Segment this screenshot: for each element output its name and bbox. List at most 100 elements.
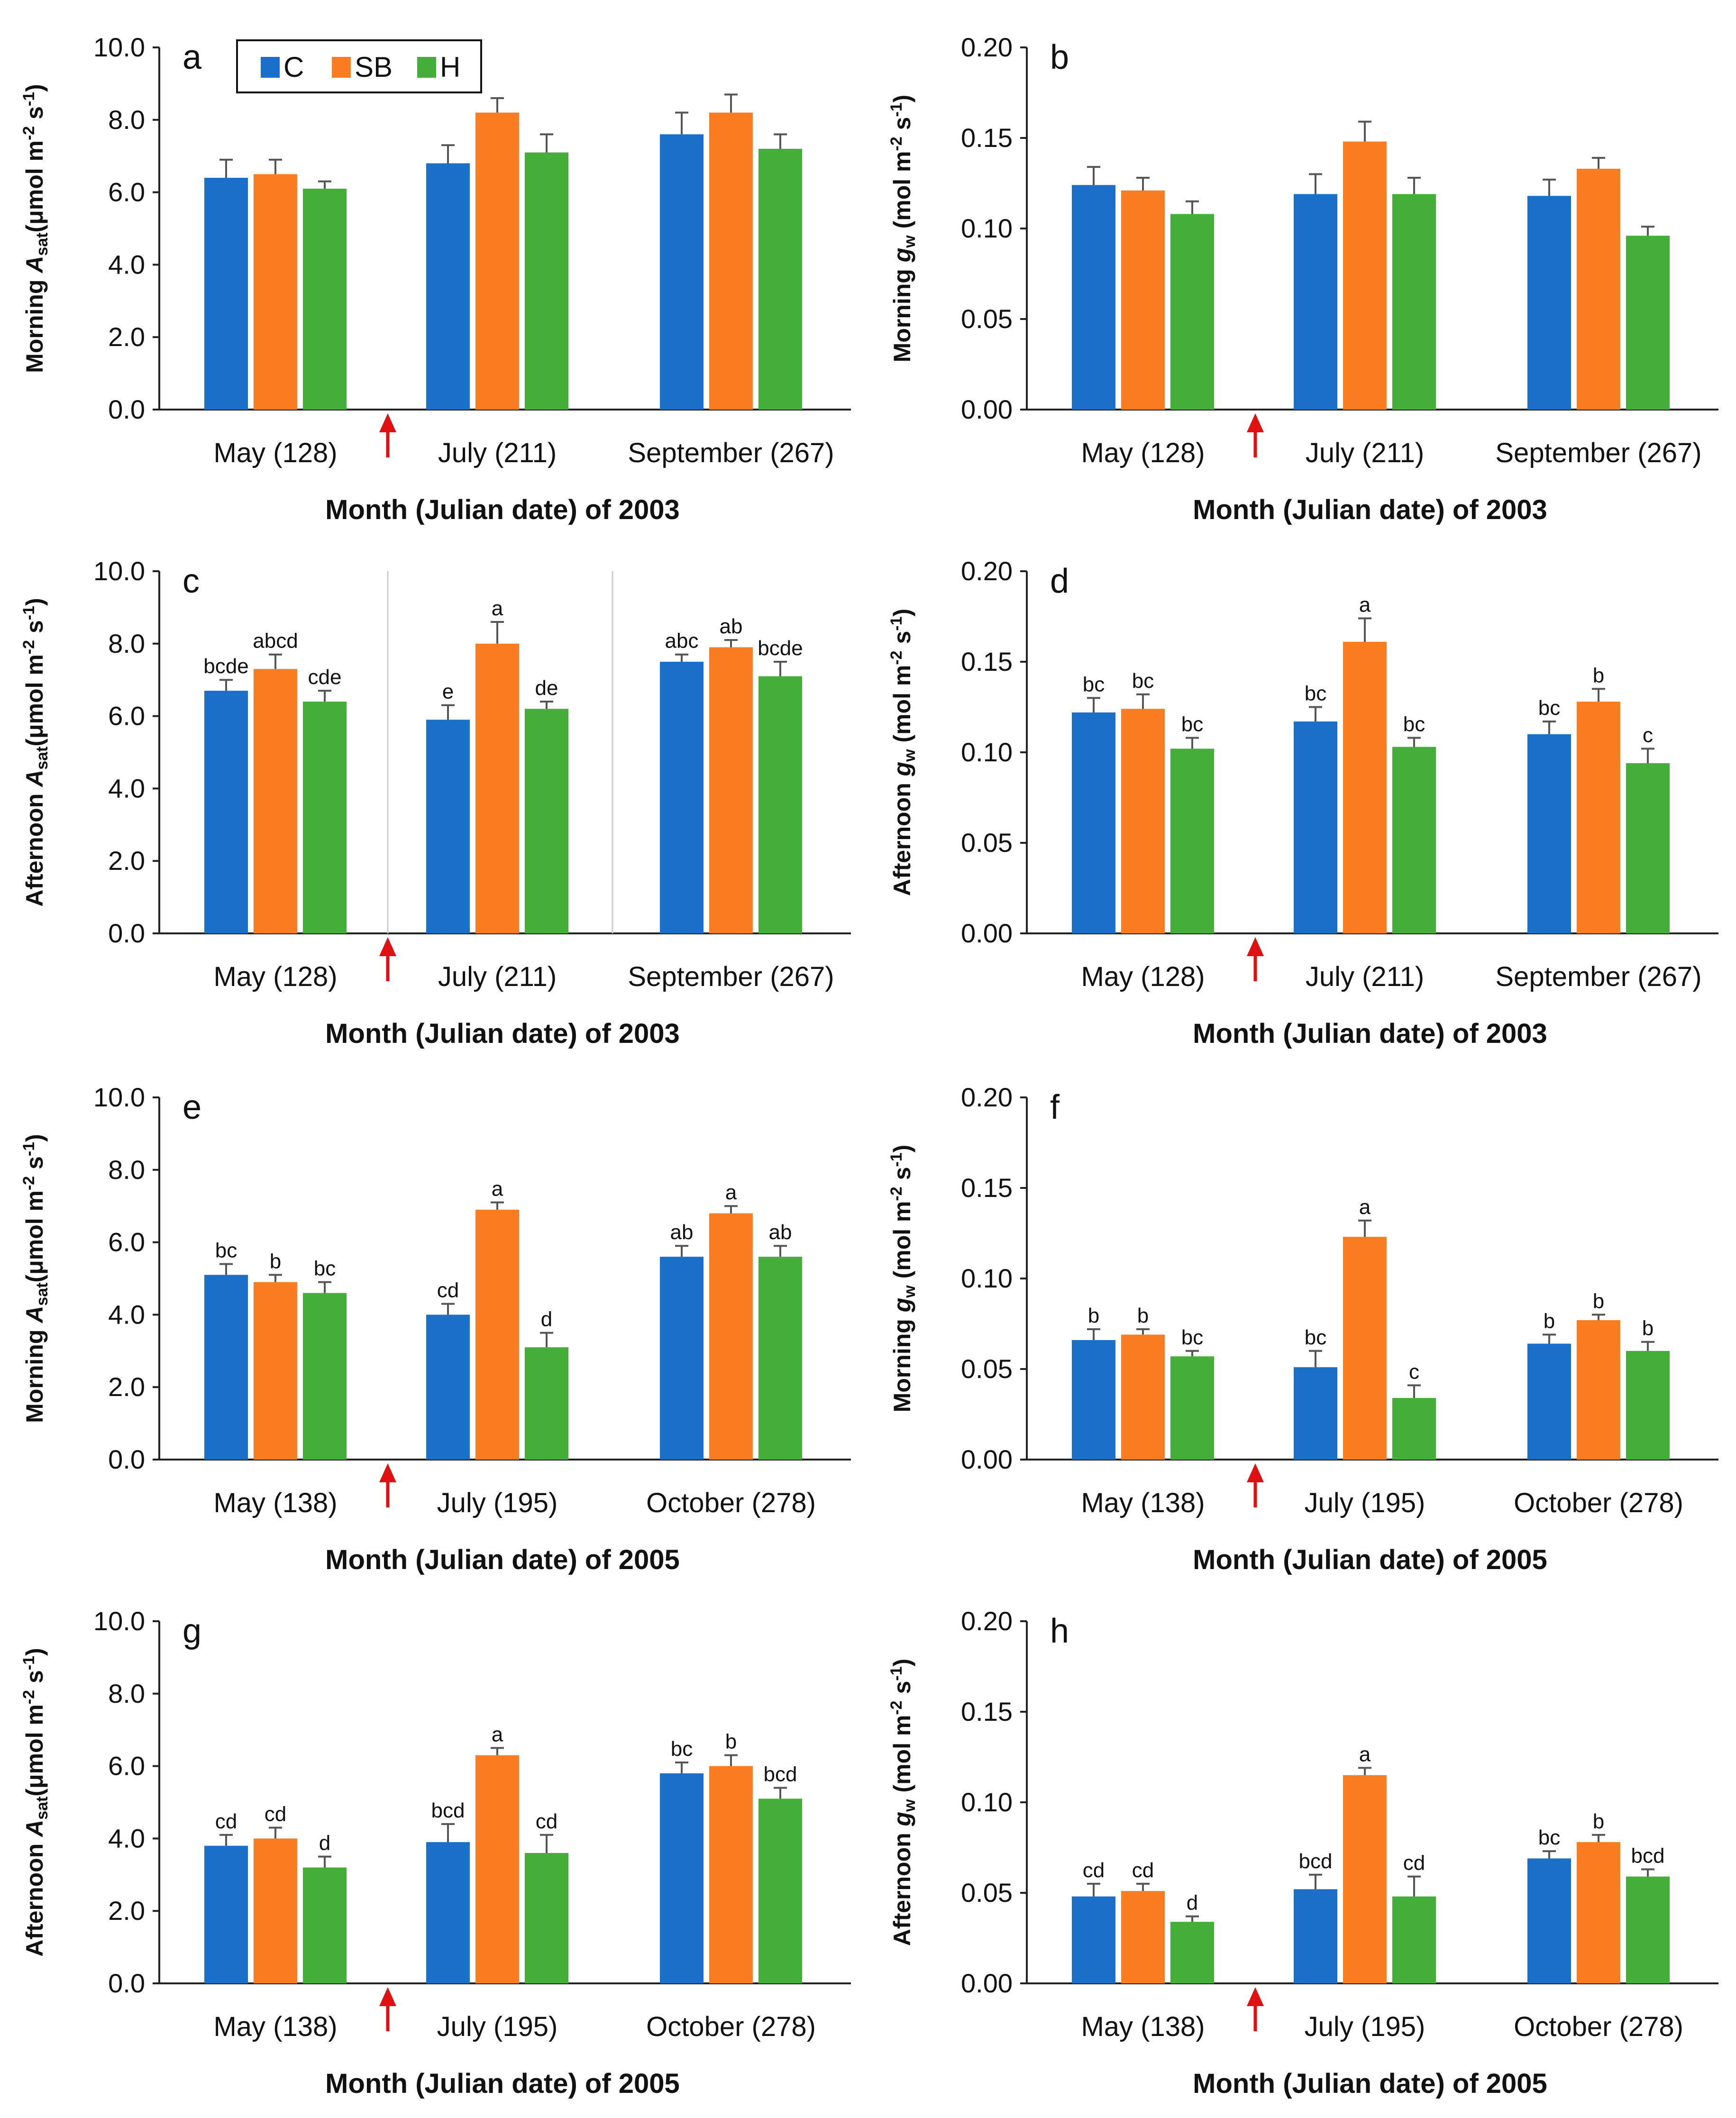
y-label-part-c: ) [889, 95, 915, 103]
significance-letter: ab [769, 1221, 792, 1244]
y-label-part-s: s [889, 117, 915, 137]
bar-H-1 [525, 152, 568, 410]
y-tick-label: 0.20 [961, 1082, 1013, 1112]
bar-SB-0 [254, 1838, 297, 1983]
significance-letter: cd [1403, 1852, 1425, 1875]
y-label-part-sub: sat [33, 1797, 51, 1820]
bar-SB-1 [1343, 641, 1387, 933]
y-tick-label: 8.0 [108, 1679, 145, 1708]
y-label-part-sub: sat [33, 233, 51, 256]
y-tick-label: 0.20 [961, 32, 1013, 62]
significance-letter: b [725, 1730, 737, 1753]
significance-letter: a [492, 1178, 503, 1201]
y-label-part-v: g [889, 248, 915, 263]
bar-C-1 [1294, 1889, 1337, 1983]
y-label-part-s: s [889, 1681, 915, 1701]
y-label-part-c: ) [21, 598, 48, 606]
category-label: May (138) [1081, 2011, 1205, 2042]
significance-letter: bc [314, 1257, 336, 1280]
significance-letter: d [1187, 1891, 1198, 1915]
significance-letter: b [270, 1250, 281, 1273]
y-tick-label: 8.0 [108, 105, 145, 135]
y-label-part-sub: w [901, 749, 919, 762]
y-label-part-v: g [889, 762, 915, 777]
category-label: October (278) [646, 2011, 816, 2042]
y-label-part-e2: -1 [887, 1152, 905, 1167]
y-tick-label: 0.05 [961, 1878, 1013, 1908]
y-tick-label: 2.0 [108, 846, 145, 876]
significance-letter: abcd [253, 630, 298, 653]
significance-letter: a [492, 1723, 503, 1746]
bar-SB-2 [1577, 1842, 1620, 1983]
y-tick-label: 2.0 [108, 322, 145, 352]
legend-swatch-SB [332, 57, 351, 78]
y-label-part-c: ) [21, 84, 48, 92]
bar-C-2 [660, 1773, 704, 1983]
y-label-part-sub: w [901, 1799, 919, 1812]
bar-H-1 [525, 1347, 568, 1460]
category-label: October (278) [1514, 1488, 1683, 1518]
y-label-part-e2: -1 [20, 1656, 38, 1670]
category-label: May (138) [1081, 1488, 1205, 1518]
category-label: July (195) [437, 1488, 558, 1518]
category-label: September (267) [628, 438, 834, 468]
y-label-part-s: s [21, 1670, 48, 1690]
y-label-part-s: s [21, 106, 48, 126]
panel-label: a [183, 38, 202, 76]
y-label-part-t: Morning [889, 262, 915, 362]
bar-C-1 [1294, 1367, 1337, 1460]
panel-label: e [183, 1088, 201, 1126]
category-label: May (128) [213, 961, 337, 992]
bar-C-0 [204, 691, 248, 933]
y-tick-label: 4.0 [108, 773, 145, 803]
bar-C-2 [1527, 734, 1571, 933]
significance-letter: a [1359, 1743, 1371, 1766]
significance-letter: bcd [764, 1762, 797, 1786]
y-tick-label: 0.00 [961, 1444, 1013, 1474]
bar-SB-0 [1121, 709, 1165, 933]
panel-h: 0.00 0.05 0.10 0.15 0.20 h Afternoon gw (mol m… [887, 1606, 1718, 2099]
y-label-part-sub: sat [33, 1283, 51, 1306]
significance-letter: bc [215, 1239, 237, 1262]
significance-letter: b [1137, 1304, 1149, 1327]
x-axis-label: Month (Julian date) of 2005 [1193, 2068, 1547, 2099]
bar-C-0 [1072, 1896, 1115, 1983]
bar-H-1 [1392, 747, 1436, 933]
bar-H-0 [303, 1293, 347, 1460]
bar-SB-1 [475, 643, 519, 933]
significance-letter: cd [437, 1278, 459, 1302]
significance-letter: a [1359, 593, 1371, 616]
category-label: July (211) [438, 438, 557, 468]
significance-letter: bcd [1299, 1850, 1333, 1873]
legend: C SB H [236, 39, 482, 93]
category-label: July (211) [1306, 438, 1424, 468]
significance-letter: bc [1181, 1326, 1203, 1349]
category-label: October (278) [1514, 2011, 1683, 2042]
bar-H-1 [1392, 1398, 1436, 1460]
category-label: July (195) [1305, 2011, 1425, 2042]
y-label-part-sub: w [901, 1285, 919, 1298]
y-label-part-u: (μmol m [21, 1704, 48, 1796]
y-tick-label: 0.00 [961, 1968, 1013, 1998]
bar-C-2 [1527, 1343, 1571, 1460]
y-axis-label: Afternoon Asat(μmol m-2 s-1) [20, 1648, 51, 1956]
significance-letter: b [1544, 1309, 1555, 1333]
significance-letter: d [541, 1308, 552, 1331]
y-label-part-e1: -2 [20, 1176, 38, 1190]
y-tick-label: 0.05 [961, 828, 1013, 858]
bar-H-2 [758, 676, 802, 933]
category-label: May (128) [1081, 961, 1205, 992]
x-axis-label: Month (Julian date) of 2005 [1193, 1544, 1547, 1575]
y-tick-label: 0.00 [961, 918, 1013, 948]
significance-letter: bcd [431, 1799, 465, 1822]
significance-letter: cde [308, 666, 342, 689]
bar-H-2 [758, 148, 802, 410]
significance-letter: bc [1538, 1826, 1560, 1849]
y-label-part-c: ) [889, 1659, 915, 1667]
significance-letter: b [1088, 1304, 1099, 1327]
category-label: May (128) [1081, 438, 1205, 468]
bar-C-1 [426, 720, 470, 933]
significance-letter: bc [1132, 669, 1154, 693]
y-label-part-e2: -1 [20, 1142, 38, 1156]
y-tick-label: 8.0 [108, 629, 145, 658]
